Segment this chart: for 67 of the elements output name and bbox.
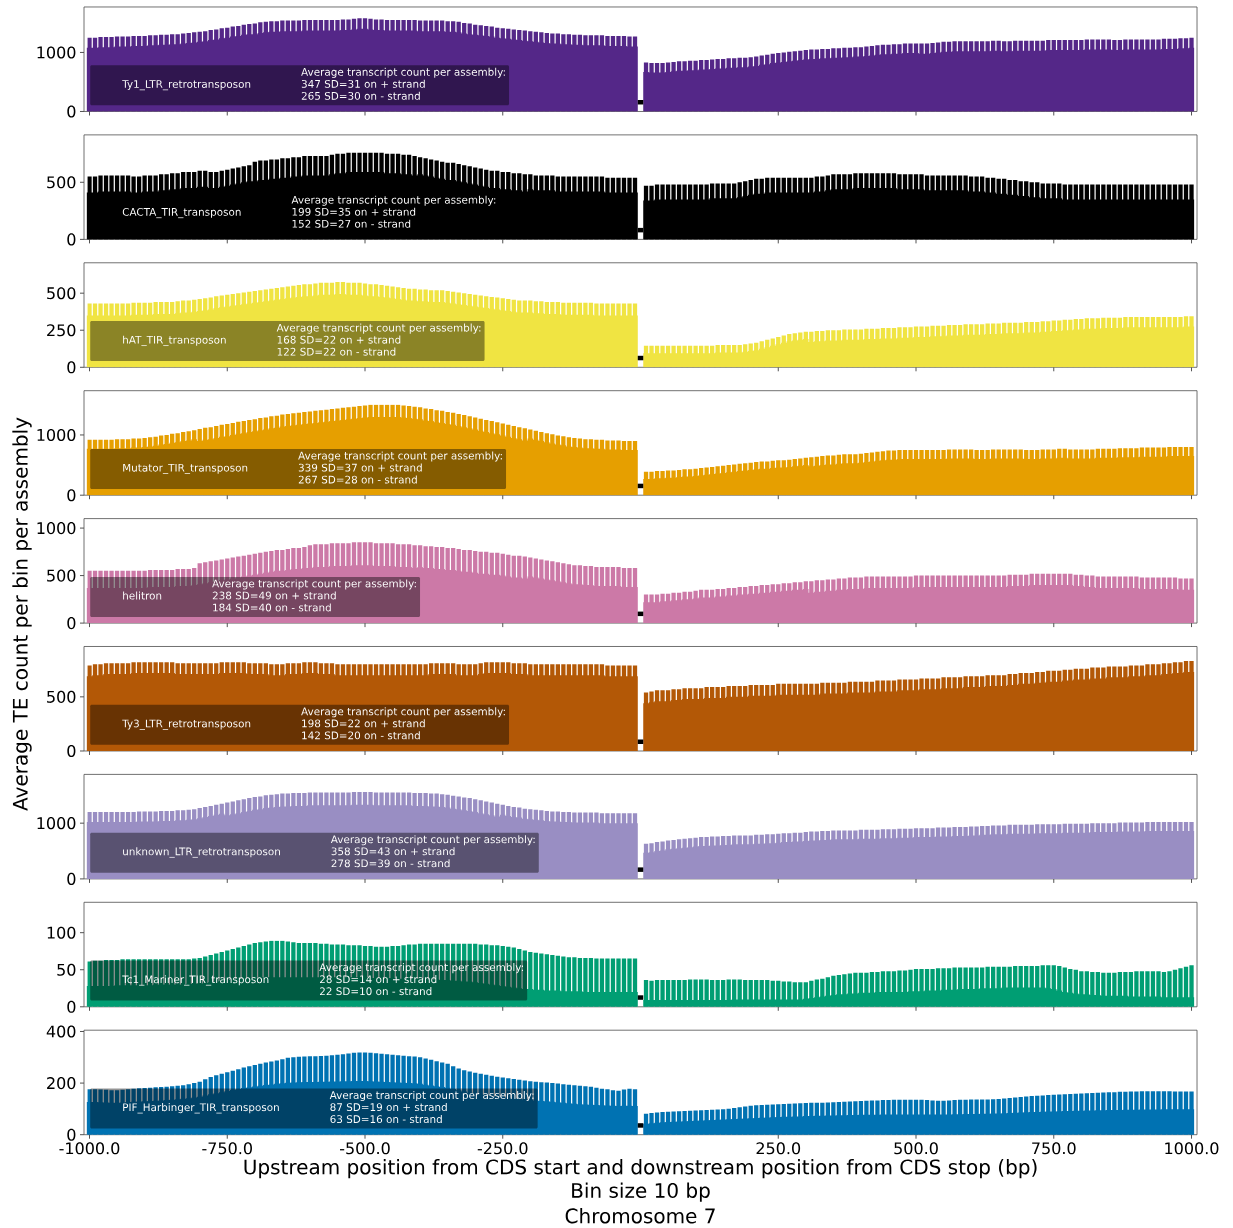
annotation: 87 SD=19 on + strand (330, 1102, 447, 1112)
annotation: Ty3_LTR_retrotransposon (122, 719, 251, 730)
annotation: 122 SD=22 on - strand (277, 347, 396, 356)
x-tick-label: -250.0 (477, 1142, 528, 1155)
annotation: Average transcript count per assembly: (298, 451, 502, 462)
y-tick-label: 0 (67, 233, 76, 246)
text: Chromosome 7 (565, 1207, 715, 1224)
y-tick-label: 0 (67, 361, 76, 374)
annotation: helitron (123, 591, 162, 600)
annotation: 63 SD=16 on - strand (330, 1114, 442, 1124)
annotation: Mutator_TIR_transposon (123, 463, 248, 474)
annotation: Average transcript count per assembly: (301, 707, 505, 718)
x-axis-title: Upstream position from CDS start and downstream position from CDS stop (bp) (244, 1159, 1037, 1179)
y-tick-label: 250 (47, 324, 76, 337)
y-tick-label: 1000 (37, 46, 76, 59)
annotation: 28 SD=14 on + strand (319, 975, 437, 984)
annotation: Average transcript count per assembly: (330, 835, 535, 846)
y-tick-label: 500 (47, 287, 76, 300)
x-tick-label: -750.0 (202, 1142, 252, 1155)
annotation: 278 SD=39 on - strand (331, 859, 450, 868)
y-tick-label: 500 (47, 690, 76, 703)
y-tick-label: 1000 (37, 522, 76, 535)
annotation: PIF_Harbinger_TIR_transposon (123, 1103, 279, 1114)
annotation: CACTA_TIR_transposon (122, 207, 241, 219)
annotation: 358 SD=43 on + strand (331, 847, 455, 856)
annotation: 339 SD=37 on + strand (298, 463, 422, 472)
annotation: 184 SD=40 on - strand (213, 603, 331, 612)
y-tick-label: 100 (47, 926, 76, 939)
y-axis-title: Average TE count per bin per assembly (12, 417, 32, 811)
x-tick-label: 1000.0 (1165, 1142, 1219, 1155)
annotation: Ty1_LTR_retrotransposon (122, 80, 251, 91)
annotation: 152 SD=27 on - strand (292, 219, 411, 228)
y-tick-label: 0 (67, 1128, 76, 1141)
annotation: 238 SD=49 on + strand (212, 591, 336, 600)
y-tick-label: 0 (67, 744, 76, 758)
annotation: Average transcript count per assembly: (276, 323, 481, 334)
y-tick-label: 0 (67, 105, 76, 118)
y-tick-label: 1000 (37, 428, 76, 441)
annotation: 265 SD=30 on - strand (301, 91, 420, 100)
y-tick-label: 500 (47, 176, 76, 189)
y-tick-label: 0 (67, 617, 76, 630)
text: Bin size 10 bp (572, 1182, 710, 1202)
x-tick-label: -1000.0 (59, 1142, 120, 1155)
annotation: 142 SD=20 on - strand (302, 731, 420, 740)
annotation: 199 SD=35 on + strand (292, 207, 416, 216)
x-tick-label: 750.0 (1032, 1142, 1076, 1155)
annotation: 347 SD=31 on + strand (301, 79, 425, 88)
annotation: 168 SD=22 on + strand (277, 335, 401, 344)
annotation: Average transcript count per assembly: (301, 67, 505, 78)
x-tick-label: 500.0 (894, 1142, 938, 1155)
y-tick-label: 0 (67, 489, 76, 502)
x-tick-label: 250.0 (756, 1142, 801, 1155)
y-tick-label: 500 (47, 569, 76, 582)
y-tick-label: 0 (67, 872, 76, 885)
annotation: Average transcript count per assembly: (291, 195, 496, 206)
x-tick-label: -500.0 (340, 1142, 390, 1155)
y-tick-label: 200 (47, 1077, 76, 1090)
y-tick-label: 1000 (37, 817, 76, 830)
y-tick-label: 0 (67, 1000, 76, 1013)
annotation: 267 SD=28 on - strand (298, 475, 417, 484)
annotation: hAT_TIR_transposon (123, 335, 226, 347)
y-tick-label: 400 (46, 1025, 76, 1038)
annotation: unknown_LTR_retrotransposon (123, 847, 280, 858)
y-tick-label: 50 (57, 963, 76, 976)
annotation: 198 SD=22 on + strand (302, 719, 425, 728)
annotation: Average transcript count per assembly: (212, 579, 416, 590)
annotation: 22 SD=10 on - strand (319, 987, 432, 996)
